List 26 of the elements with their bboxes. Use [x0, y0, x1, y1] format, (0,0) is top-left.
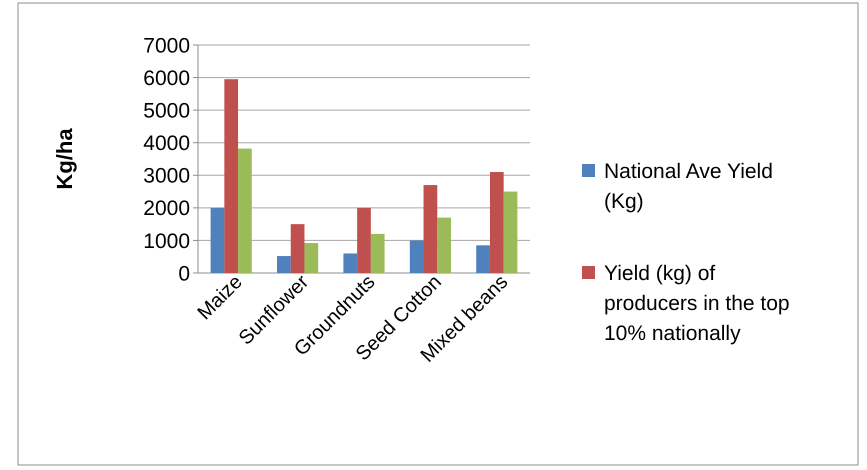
y-tick-label: 5000 [143, 99, 190, 122]
y-tick-label: 6000 [143, 66, 190, 90]
bar [437, 218, 451, 273]
bar [343, 253, 358, 273]
bar [277, 256, 291, 273]
y-tick-label: 0 [178, 262, 190, 286]
legend-label: Yield (kg) of producers in the top 10% nationally [604, 262, 790, 345]
bar [504, 192, 518, 273]
bar [410, 240, 424, 273]
bar [290, 224, 304, 273]
bar [490, 172, 504, 273]
bar [424, 185, 438, 273]
bar [304, 243, 318, 273]
bar [357, 208, 371, 273]
bar [476, 245, 490, 273]
bar [370, 234, 385, 273]
y-axis-title: Kg/ha [52, 128, 77, 190]
bar [224, 79, 238, 273]
y-tick-label: 7000 [143, 34, 190, 58]
legend-label: National Ave Yield (Kg) [604, 160, 773, 213]
y-tick-label: 1000 [143, 230, 190, 253]
bar [210, 208, 224, 273]
y-tick-label: 4000 [143, 132, 190, 156]
y-tick-label: 3000 [143, 164, 190, 188]
bar [238, 148, 252, 273]
y-tick-label: 2000 [143, 197, 190, 220]
